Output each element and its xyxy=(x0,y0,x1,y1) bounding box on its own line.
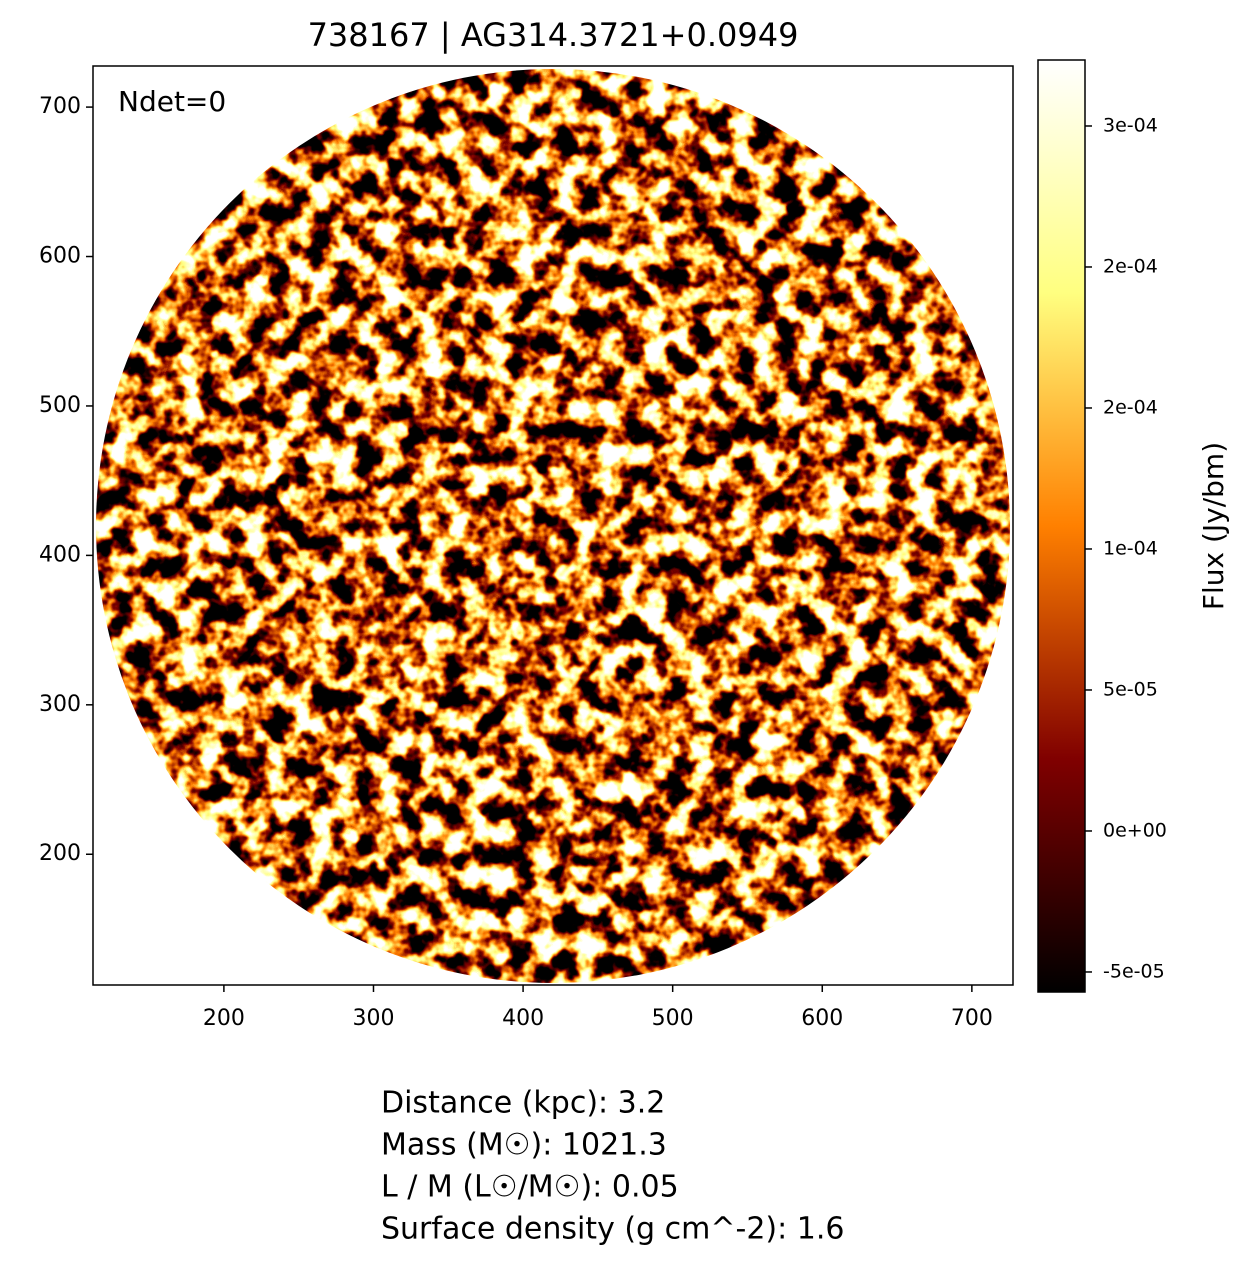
image xyxy=(96,69,1010,983)
y-tick-label: 300 xyxy=(39,692,81,717)
info-line: Distance (kpc): 3.2 xyxy=(381,1086,665,1121)
annotation: Ndet=0 xyxy=(118,85,226,118)
colorbar-tick-label: 2e-04 xyxy=(1103,255,1158,277)
info-line: L / M (L☉/M☉): 0.05 xyxy=(381,1170,679,1205)
chart-title: 738167 | AG314.3721+0.0949 xyxy=(308,16,799,54)
y-tick-label: 200 xyxy=(39,841,81,866)
colorbar-label: Flux (Jy/bm) xyxy=(1197,442,1230,610)
x-tick-label: 300 xyxy=(352,1006,394,1031)
y-tick-label: 500 xyxy=(39,393,81,418)
x-tick-label: 400 xyxy=(502,1006,544,1031)
colorbar-tick-label: 5e-05 xyxy=(1103,678,1158,700)
y-tick-label: 700 xyxy=(39,94,81,119)
x-tick-label: 700 xyxy=(951,1006,993,1031)
info-line: Surface density (g cm^-2): 1.6 xyxy=(381,1212,844,1247)
info-line: Mass (M☉): 1021.3 xyxy=(381,1128,667,1163)
y-tick-label: 400 xyxy=(39,542,81,567)
colorbar xyxy=(1037,59,1086,993)
y-tick-label: 600 xyxy=(39,244,81,269)
colorbar-tick-label: 2e-04 xyxy=(1103,396,1158,418)
colorbar-tick-label: 1e-04 xyxy=(1103,537,1158,559)
x-tick-label: 500 xyxy=(652,1006,694,1031)
colorbar-tick-label: 3e-04 xyxy=(1103,114,1158,136)
x-tick-label: 600 xyxy=(801,1006,843,1031)
colorbar-tick-label: -5e-05 xyxy=(1103,960,1165,982)
x-tick-label: 200 xyxy=(203,1006,245,1031)
colorbar-tick-label: 0e+00 xyxy=(1103,819,1167,841)
plot-frame xyxy=(92,65,1014,986)
